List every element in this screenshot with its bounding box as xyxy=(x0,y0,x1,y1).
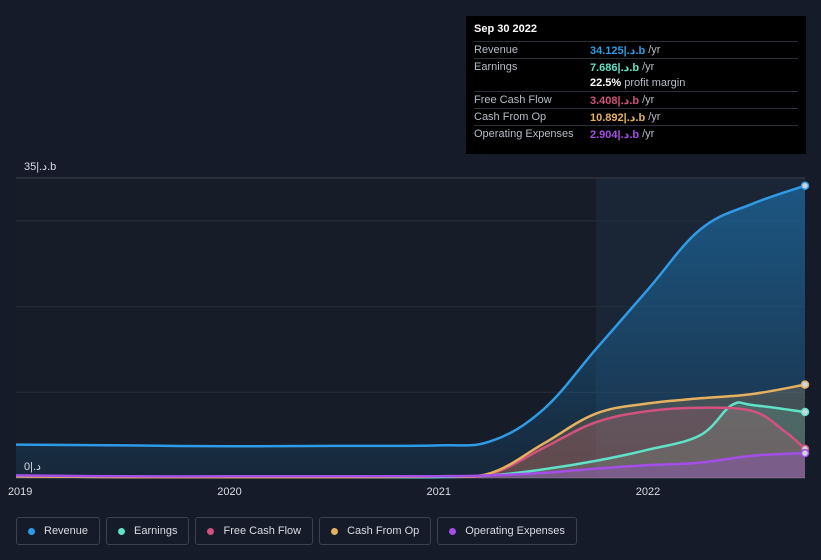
x-tick-label: 2020 xyxy=(217,486,241,498)
legend-label: Cash From Op xyxy=(347,525,420,537)
area-free-cash-flow xyxy=(16,407,805,478)
tooltip-label: Revenue xyxy=(474,44,519,56)
tooltip-unit: /yr xyxy=(642,128,655,140)
tooltip-value: 10.892|.د.b xyxy=(590,111,646,124)
line-operating-expenses xyxy=(15,451,806,478)
tooltip-unit: /yr xyxy=(648,111,661,123)
tooltip-label: Cash From Op xyxy=(474,111,547,123)
end-point-operating-expenses xyxy=(800,448,810,458)
legend-item-operating-expenses[interactable]: Operating Expenses xyxy=(437,517,577,545)
tooltip-label: Free Cash Flow xyxy=(474,94,552,106)
tooltip-row-cash-from-op: Cash From Op 10.892|.د.b /yr xyxy=(474,108,798,125)
y-axis-bottom-label: 0|.د xyxy=(24,461,41,473)
tooltip-value: 2.904|.د.b xyxy=(590,128,640,141)
legend-item-revenue[interactable]: Revenue xyxy=(16,517,101,545)
area-operating-expenses xyxy=(16,453,805,478)
end-point-revenue xyxy=(800,181,810,190)
legend-dot-icon xyxy=(331,527,339,535)
tooltip-row-operating-expenses: Operating Expenses 2.904|.د.b /yr xyxy=(474,125,798,142)
end-point-earnings xyxy=(800,407,810,417)
legend-label: Revenue xyxy=(44,525,89,537)
legend-dot-icon xyxy=(118,527,126,535)
tooltip-unit: profit margin xyxy=(624,77,686,89)
area-revenue xyxy=(16,185,805,478)
legend-item-free-cash-flow[interactable]: Free Cash Flow xyxy=(195,517,314,545)
end-point-cash-from-op xyxy=(800,380,810,389)
line-revenue xyxy=(15,184,806,448)
tooltip-unit: /yr xyxy=(648,44,661,56)
x-tick-label: 2019 xyxy=(8,486,32,498)
legend: Revenue Earnings Free Cash Flow Cash Fro… xyxy=(16,517,577,545)
tooltip-date: Sep 30 2022 xyxy=(474,23,537,35)
tooltip-panel: Sep 30 2022 Revenue 34.125|.د.b /yr Earn… xyxy=(466,16,806,154)
legend-dot-icon xyxy=(28,527,35,535)
tooltip-value: 3.408|.د.b xyxy=(590,94,640,107)
tooltip-value: 22.5% xyxy=(590,77,622,89)
legend-label: Operating Expenses xyxy=(465,525,565,537)
legend-item-cash-from-op[interactable]: Cash From Op xyxy=(319,517,432,545)
tooltip-row-revenue: Revenue 34.125|.د.b /yr xyxy=(474,41,798,58)
tooltip-unit: /yr xyxy=(642,94,655,106)
tooltip-row-earnings: Earnings 7.686|.د.b /yr xyxy=(474,58,798,75)
legend-label: Free Cash Flow xyxy=(223,525,302,537)
tooltip-value: 34.125|.د.b xyxy=(590,44,646,57)
legend-dot-icon xyxy=(449,527,457,535)
legend-item-earnings[interactable]: Earnings xyxy=(106,517,190,545)
tooltip-unit: /yr xyxy=(642,61,655,73)
area-cash-from-op xyxy=(16,384,805,478)
tooltip-value: 7.686|.د.b xyxy=(590,61,640,74)
x-tick-label: 2022 xyxy=(636,486,660,498)
legend-label: Earnings xyxy=(134,525,178,537)
x-tick-label: 2021 xyxy=(427,486,451,498)
legend-dot-icon xyxy=(207,527,215,535)
y-axis-top-label: 35|.د.b xyxy=(24,161,56,173)
tooltip-row-free-cash-flow: Free Cash Flow 3.408|.د.b /yr xyxy=(474,91,798,108)
tooltip-row-profit-margin: 22.5% profit margin xyxy=(474,75,798,91)
tooltip-label: Operating Expenses xyxy=(474,128,574,140)
tooltip-label: Earnings xyxy=(474,61,518,73)
